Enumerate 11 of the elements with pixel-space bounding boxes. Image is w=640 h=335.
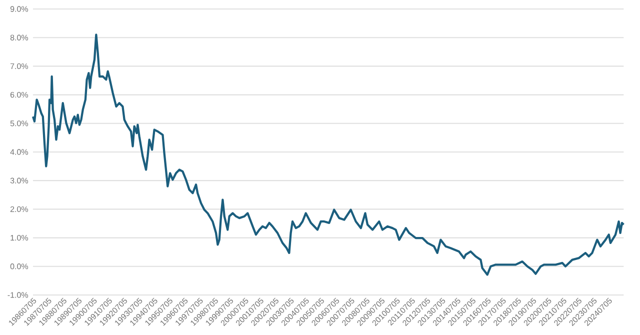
y-tick-label: 1.0% xyxy=(10,234,28,241)
y-tick-label: 5.0% xyxy=(10,120,28,126)
y-tick-label: 2.0% xyxy=(10,206,28,212)
y-tick-label: 0.0% xyxy=(10,264,28,270)
y-tick-label: 3.0% xyxy=(10,178,28,184)
y-tick-label: 7.0% xyxy=(10,63,28,70)
y-tick-label: -1.0% xyxy=(8,292,28,298)
y-tick-label: 9.0% xyxy=(10,6,28,12)
y-tick-label: 8.0% xyxy=(10,34,28,40)
y-tick-label: 6.0% xyxy=(10,92,28,98)
y-tick-label: 4.0% xyxy=(10,149,28,155)
